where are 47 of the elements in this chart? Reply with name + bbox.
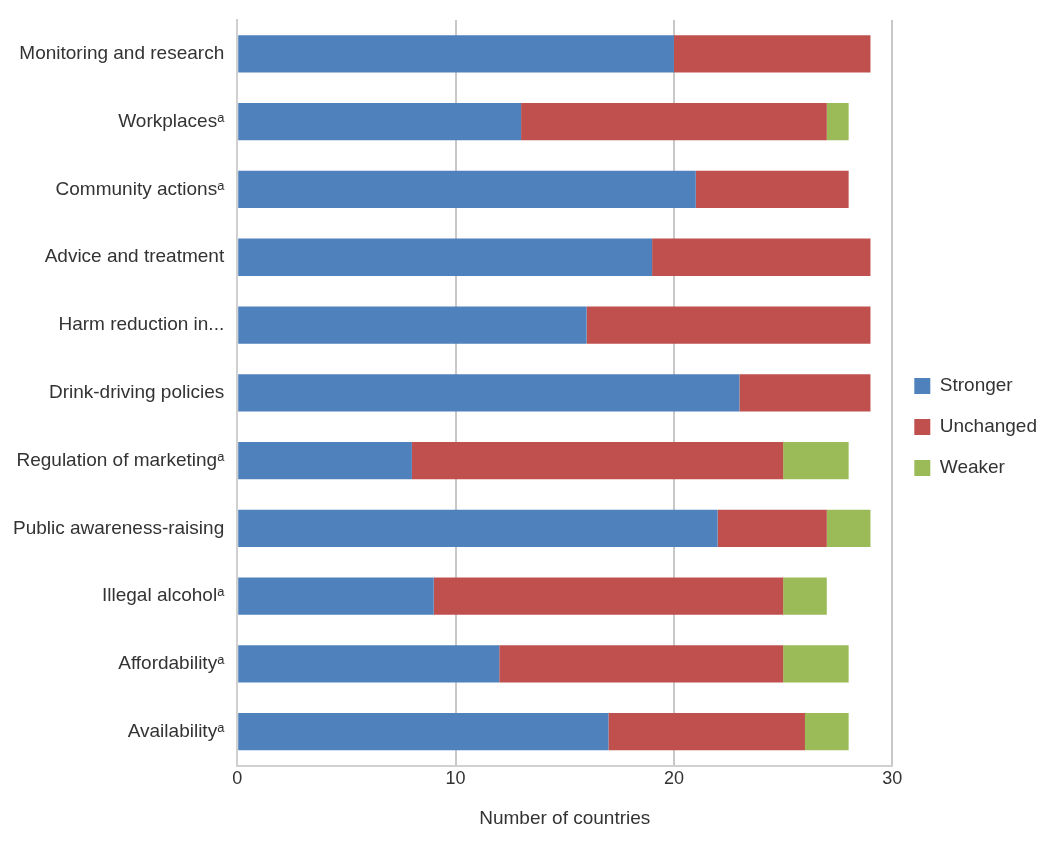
x-tick-label: 10 [445,768,466,789]
bar [411,441,784,480]
bar [652,238,871,276]
y-tick-label: Illegal alcoholᵃ [102,584,226,606]
bar [804,713,849,751]
bar [499,645,784,683]
y-tick-label: Public awareness-raising [12,516,225,538]
bar [238,509,718,547]
bar [586,306,871,344]
bar [826,509,871,547]
bar [433,577,784,615]
bar [673,35,871,73]
bar [238,441,412,480]
bar [717,509,827,547]
bar [826,103,849,141]
legend-label: Weaker [939,456,1006,478]
x-axis-title: Number of countries [479,806,651,828]
bar [238,35,674,73]
y-tick-label: Availabilityᵃ [127,719,226,741]
bar [783,441,849,480]
legend-label: Unchanged [939,415,1038,437]
bar [238,238,653,276]
bar [608,713,805,751]
y-tick-label: Workplacesᵃ [118,109,226,131]
y-tick-label: Harm reduction in... [58,313,225,335]
y-tick-label: Monitoring and research [19,42,225,64]
y-tick-label: Regulation of marketingᵃ [16,448,226,470]
bar [695,170,849,209]
legend-label: Stronger [939,374,1014,396]
x-tick-label: 30 [882,768,903,789]
y-tick-label: Drink-driving policies [48,381,225,403]
y-tick-label: Community actionsᵃ [55,177,226,199]
bar [238,306,587,344]
bar [238,103,522,141]
bar [238,645,500,683]
bar [238,713,609,751]
y-tick-label: Affordabilityᵃ [118,652,226,674]
x-tick-label: 20 [663,768,684,789]
bar [238,170,696,209]
bar [238,374,740,412]
y-tick-label: Advice and treatment [44,245,225,267]
bar [739,374,871,412]
bar [783,645,849,683]
bar [238,577,434,615]
x-tick-label: 0 [232,768,243,789]
bar [521,103,827,141]
bar [783,577,827,615]
